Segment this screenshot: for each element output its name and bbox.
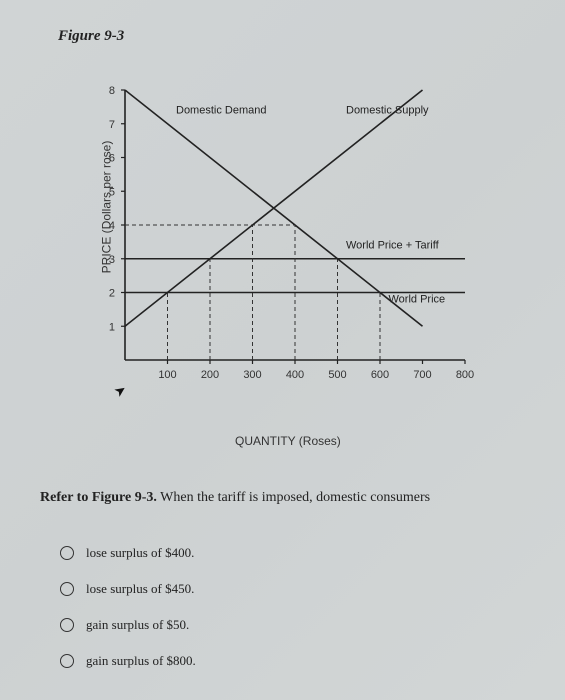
radio-icon (60, 582, 74, 596)
svg-text:800: 800 (456, 369, 474, 381)
option-a[interactable]: lose surplus of $400. (60, 545, 196, 561)
option-b[interactable]: lose surplus of $450. (60, 581, 196, 597)
option-c[interactable]: gain surplus of $50. (60, 617, 196, 633)
y-axis-label: PRICE (Dollars per rose) (99, 141, 113, 274)
question-prefix: Refer to Figure 9-3. (40, 490, 157, 505)
svg-text:500: 500 (328, 369, 346, 381)
svg-text:100: 100 (158, 369, 176, 381)
chart-svg: 12345678100200300400500600700800Domestic… (80, 80, 480, 400)
svg-text:2: 2 (109, 288, 115, 300)
radio-icon (60, 654, 74, 668)
option-label: gain surplus of $50. (86, 617, 189, 633)
option-d[interactable]: gain surplus of $800. (60, 653, 196, 669)
svg-text:1: 1 (109, 321, 115, 333)
page-root: Figure 9-3 PRICE (Dollars per rose) QUAN… (0, 0, 565, 700)
x-axis-label: QUANTITY (Roses) (235, 434, 341, 448)
figure-title: Figure 9-3 (58, 28, 124, 45)
svg-text:700: 700 (413, 369, 431, 381)
option-label: lose surplus of $450. (86, 581, 194, 597)
radio-icon (60, 618, 74, 632)
svg-text:400: 400 (286, 369, 304, 381)
svg-text:300: 300 (243, 369, 261, 381)
svg-text:200: 200 (201, 369, 219, 381)
svg-text:World Price: World Price (389, 294, 446, 306)
svg-text:7: 7 (109, 119, 115, 131)
svg-text:8: 8 (109, 85, 115, 97)
svg-text:World Price + Tariff: World Price + Tariff (346, 240, 440, 252)
option-label: gain surplus of $800. (86, 653, 196, 669)
svg-text:Domestic Supply: Domestic Supply (346, 105, 429, 117)
radio-icon (60, 546, 74, 560)
options-group: lose surplus of $400. lose surplus of $4… (60, 545, 196, 689)
svg-text:Domestic Demand: Domestic Demand (176, 105, 266, 117)
svg-text:600: 600 (371, 369, 389, 381)
question-rest: When the tariff is imposed, domestic con… (157, 490, 430, 505)
chart-area: PRICE (Dollars per rose) QUANTITY (Roses… (80, 80, 480, 400)
question-text: Refer to Figure 9-3. When the tariff is … (40, 490, 535, 506)
option-label: lose surplus of $400. (86, 545, 194, 561)
